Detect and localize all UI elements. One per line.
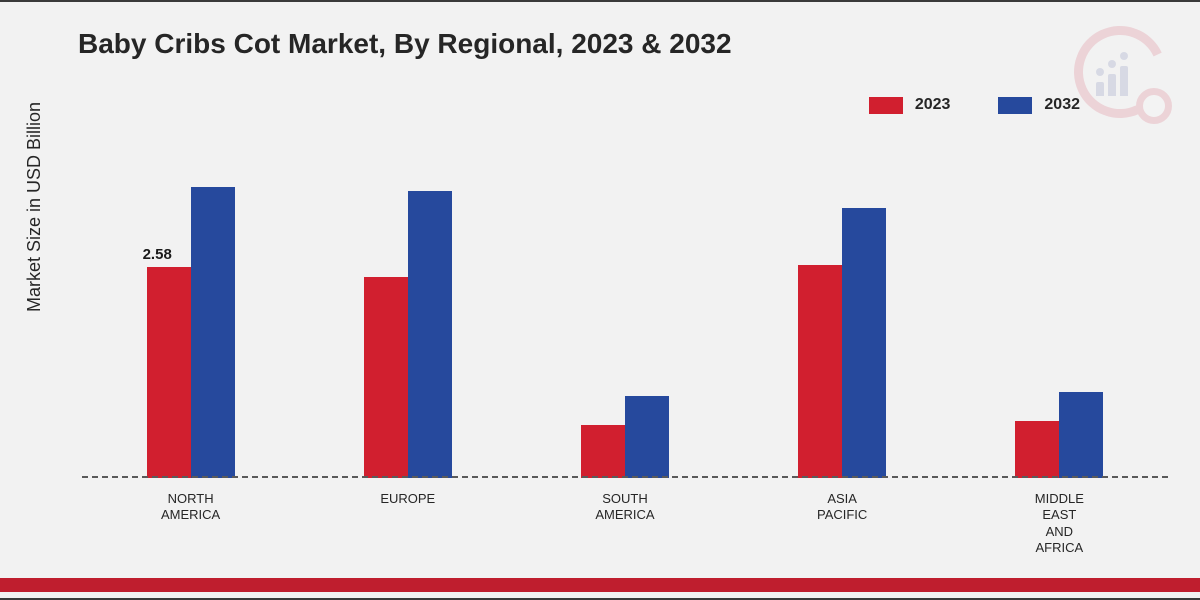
- brand-logo-watermark: [1074, 26, 1166, 118]
- legend-label-2023: 2023: [915, 96, 951, 114]
- bar-2023: [147, 267, 191, 478]
- x-axis-category-label: MIDDLE EAST AND AFRICA: [979, 491, 1139, 556]
- plot-area: 2.58: [82, 134, 1168, 478]
- bar-2023: [1015, 421, 1059, 478]
- footer-accent-bar: [0, 578, 1200, 592]
- chart-container: Baby Cribs Cot Market, By Regional, 2023…: [0, 0, 1200, 600]
- bar-2032: [625, 396, 669, 478]
- bar-2032: [1059, 392, 1103, 478]
- x-axis-category-label: ASIA PACIFIC: [762, 491, 922, 556]
- bar-2032: [408, 191, 452, 478]
- legend-item-2023: 2023: [869, 96, 951, 114]
- legend-swatch-2032: [998, 97, 1032, 114]
- legend: 2023 2032: [869, 96, 1080, 114]
- legend-swatch-2023: [869, 97, 903, 114]
- bar-2023: [364, 277, 408, 478]
- x-axis-category-label: EUROPE: [328, 491, 488, 556]
- bar-group: [328, 134, 488, 478]
- bar-value-label: 2.58: [143, 246, 172, 263]
- bar-group: [762, 134, 922, 478]
- y-axis-label: Market Size in USD Billion: [24, 102, 45, 312]
- x-axis-category-label: NORTH AMERICA: [111, 491, 271, 556]
- bar-2023: [581, 425, 625, 478]
- bar-2032: [191, 187, 235, 478]
- legend-label-2032: 2032: [1044, 96, 1080, 114]
- x-axis-labels: NORTH AMERICA EUROPE SOUTH AMERICA ASIA PAC…: [82, 491, 1168, 556]
- bar-2023: [798, 265, 842, 478]
- chart-title: Baby Cribs Cot Market, By Regional, 2023…: [78, 28, 732, 60]
- x-axis-category-label: SOUTH AMERICA: [545, 491, 705, 556]
- bar-group: [545, 134, 705, 478]
- legend-item-2032: 2032: [998, 96, 1080, 114]
- bar-group: [979, 134, 1139, 478]
- x-axis-baseline: [82, 476, 1168, 478]
- bar-2032: [842, 208, 886, 478]
- bar-group: 2.58: [111, 134, 271, 478]
